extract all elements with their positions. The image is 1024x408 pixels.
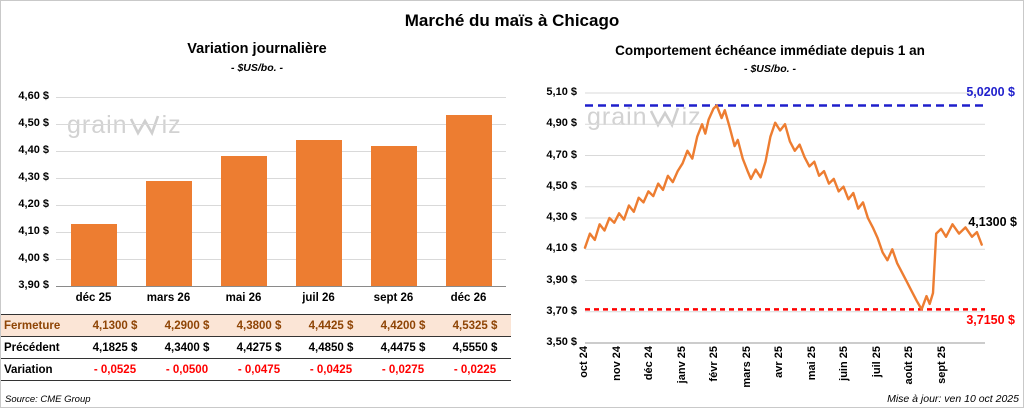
- table-cell: 4,5550 $: [452, 341, 498, 354]
- table-cell: 4,4850 $: [308, 341, 354, 354]
- line-y-tick-label: 4,70 $: [546, 148, 577, 161]
- bar-gridline: [56, 178, 506, 179]
- table-row: Précédent 4,1825 $ 4,3400 $ 4,4275 $ 4,4850 …: [1, 337, 511, 359]
- bar-y-axis: 4,60 $ 4,50 $ 4,40 $ 4,30 $ 4,20 $ 4,10 $ 4,00…: [1, 90, 49, 291]
- line-x-tick-label: juin 25: [838, 346, 851, 381]
- table-row: Variation - 0,0525 - 0,0500 - 0,0475 - 0,042…: [1, 359, 511, 381]
- table-cell: 4,2900 $: [164, 319, 210, 332]
- bar-x-tick-label: juil 26: [302, 292, 335, 304]
- line-x-tick-label: nov 24: [610, 346, 623, 381]
- line-chart-subtitle: - $US/bo. -: [744, 63, 796, 75]
- line-y-tick-label: 3,90 $: [546, 273, 577, 286]
- table-cell: 4,4200 $: [380, 319, 426, 332]
- updated-note: Mise à jour: ven 10 oct 2025: [887, 393, 1019, 405]
- bar-gridline: [56, 232, 506, 233]
- line-x-tick-label: oct 24: [578, 346, 590, 378]
- table-cell: 4,4475 $: [380, 341, 426, 354]
- line-y-tick-label: 4,10 $: [546, 242, 577, 255]
- page-title: Marché du maïs à Chicago: [404, 11, 620, 30]
- bar-gridline: [56, 124, 506, 125]
- line-y-tick-label: 3,50 $: [546, 336, 577, 348]
- bar-gridline: [56, 151, 506, 152]
- front-month-panel: Comportement échéance immédiate depuis 1…: [515, 1, 1023, 407]
- bar-x-tick-label: déc 25: [75, 292, 112, 304]
- line-y-tick-label: 4,50 $: [546, 179, 577, 192]
- line-chart-title: Comportement échéance immédiate depuis 1…: [615, 43, 925, 58]
- table-row-label: Précédent: [4, 341, 60, 354]
- bar: [445, 115, 492, 286]
- bar-chart-title: Variation journalière: [187, 41, 327, 57]
- watermark-w-icon: [649, 107, 679, 128]
- grainwiz-watermark: grain iz: [67, 111, 182, 140]
- watermark-suffix: iz: [161, 111, 182, 139]
- table-cell: - 0,0275: [381, 363, 425, 376]
- table-cell: - 0,0525: [93, 363, 137, 376]
- line-x-tick-label: août 25: [903, 346, 916, 385]
- table-cell: - 0,0475: [237, 363, 281, 376]
- table-row-label: Fermeture: [4, 319, 61, 332]
- bar-y-tick-label: 4,60 $: [18, 90, 49, 102]
- watermark-prefix: grain: [587, 103, 648, 131]
- bar: [295, 139, 342, 286]
- bar-gridline: [56, 205, 506, 206]
- line-x-tick-label: janv 25: [675, 346, 688, 384]
- line-y-axis: 5,10 $ 4,90 $ 4,70 $ 4,50 $ 4,30 $ 4,10 $ 3,90…: [515, 86, 581, 348]
- table-row-label: Variation: [4, 363, 53, 376]
- line-y-tick-label: 4,30 $: [546, 211, 577, 223]
- bar-plot: [56, 97, 506, 287]
- line-y-tick-label: 3,70 $: [546, 304, 577, 317]
- bar-y-tick-label: 4,20 $: [18, 198, 49, 210]
- bar-y-tick-label: 4,00 $: [18, 252, 49, 264]
- table-cell: - 0,0225: [453, 363, 497, 376]
- max-price-annotation: 5,0200 $: [966, 85, 1015, 99]
- bar: [70, 223, 117, 286]
- bar-gridline: [56, 259, 506, 260]
- bar: [220, 156, 267, 286]
- line-x-tick-label: mars 25: [740, 346, 753, 388]
- watermark-w-icon: [129, 115, 159, 136]
- source-note: Source: CME Group: [5, 394, 91, 405]
- bar-x-tick-label: sept 26: [373, 292, 414, 304]
- bar-y-tick-label: 3,90 $: [18, 279, 49, 291]
- last-price-annotation: 4,1300 $: [968, 215, 1017, 229]
- bar-x-tick-label: déc 26: [450, 292, 487, 304]
- table-cell: 4,4275 $: [236, 341, 282, 354]
- daily-variation-panel: Variation journalière - $US/bo. - grain …: [1, 1, 513, 407]
- bar-x-axis: déc 25 mars 26 mai 26 juil 26 sept 26 déc 26: [56, 292, 506, 308]
- table-row: Fermeture 4,1300 $ 4,2900 $ 4,3800 $ 4,4425 …: [1, 315, 511, 337]
- bar-y-tick-label: 4,30 $: [18, 171, 49, 183]
- table-cell: 4,3800 $: [236, 319, 282, 332]
- table-cell: 4,1825 $: [92, 341, 138, 354]
- min-price-annotation: 3,7150 $: [966, 313, 1015, 327]
- table-cell: 4,3400 $: [164, 341, 210, 354]
- table-cell: 4,1300 $: [92, 319, 138, 332]
- line-y-tick-label: 5,10 $: [546, 86, 577, 98]
- line-x-tick-label: sept 25: [935, 346, 948, 384]
- price-line: [583, 104, 983, 311]
- line-x-tick-label: févr 25: [708, 346, 721, 382]
- table-cell: - 0,0425: [309, 363, 353, 376]
- bar-gridline: [56, 97, 506, 98]
- bar-x-tick-label: mai 26: [225, 292, 262, 304]
- bar-x-tick-label: mars 26: [146, 292, 191, 304]
- price-table: Fermeture 4,1300 $ 4,2900 $ 4,3800 $ 4,4425 …: [1, 314, 511, 381]
- line-x-tick-label: mai 25: [805, 346, 818, 381]
- bar-y-tick-label: 4,50 $: [18, 117, 49, 129]
- bar: [145, 180, 192, 286]
- bar-chart-subtitle: - $US/bo. -: [231, 62, 283, 74]
- line-plot: [583, 92, 985, 344]
- bar: [370, 145, 417, 286]
- table-cell: 4,5325 $: [452, 319, 498, 332]
- line-y-tick-label: 4,90 $: [546, 117, 577, 130]
- line-x-tick-label: avr 25: [773, 346, 786, 378]
- line-x-tick-label: déc 24: [643, 346, 655, 381]
- watermark-prefix: grain: [67, 111, 128, 139]
- bar-y-tick-label: 4,40 $: [18, 144, 49, 156]
- line-x-tick-label: juil 25: [870, 346, 883, 378]
- bar-gridline: [56, 286, 506, 287]
- table-cell: 4,4425 $: [308, 319, 354, 332]
- bar-y-tick-label: 4,10 $: [18, 225, 49, 237]
- table-cell: - 0,0500: [165, 363, 209, 376]
